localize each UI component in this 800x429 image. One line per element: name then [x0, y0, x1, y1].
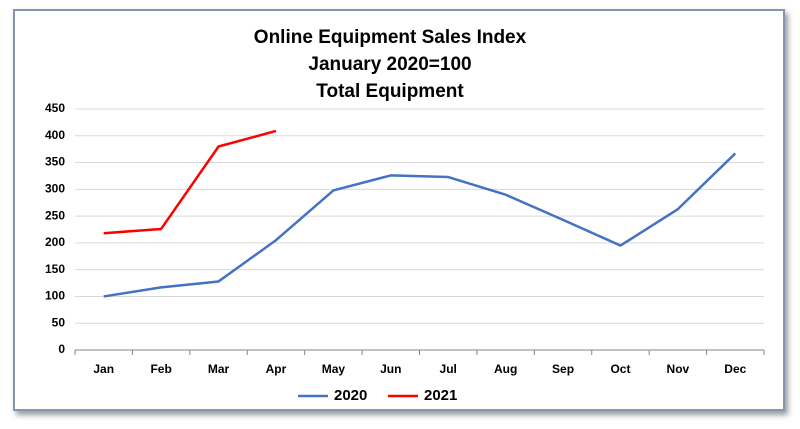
- y-tick-label: 400: [45, 128, 65, 142]
- line-series: [103, 129, 277, 235]
- chart-frame: [13, 9, 785, 411]
- x-tick-label: Jun: [380, 362, 401, 376]
- legend-label: 2021: [424, 387, 457, 404]
- x-tick-label: Feb: [150, 362, 171, 376]
- y-tick-label: 200: [45, 235, 65, 249]
- y-tick-label: 450: [45, 101, 65, 115]
- x-tick-label: Dec: [724, 362, 746, 376]
- x-tick-label: Oct: [610, 362, 630, 376]
- y-tick-label: 150: [45, 262, 65, 276]
- x-tick-label: Aug: [494, 362, 517, 376]
- chart-subtitle: Total Equipment: [316, 81, 464, 102]
- x-tick-label: Nov: [667, 362, 690, 376]
- legend-label: 2020: [334, 387, 367, 404]
- y-tick-label: 100: [45, 289, 65, 303]
- line-series: [103, 152, 737, 298]
- x-tick-label: Apr: [266, 362, 287, 376]
- chart-title: Online Equipment Sales Index: [254, 27, 527, 48]
- x-tick-label: Mar: [208, 362, 230, 376]
- x-tick-label: Sep: [552, 362, 574, 376]
- x-tick-label: May: [322, 362, 346, 376]
- y-tick-label: 50: [52, 315, 66, 329]
- chart-subtitle: January 2020=100: [308, 54, 471, 75]
- y-tick-label: 300: [45, 182, 65, 196]
- y-tick-label: 250: [45, 208, 65, 222]
- x-tick-label: Jan: [93, 362, 114, 376]
- x-tick-label: Jul: [440, 362, 457, 376]
- y-tick-label: 350: [45, 155, 65, 169]
- y-tick-label: 0: [58, 342, 65, 356]
